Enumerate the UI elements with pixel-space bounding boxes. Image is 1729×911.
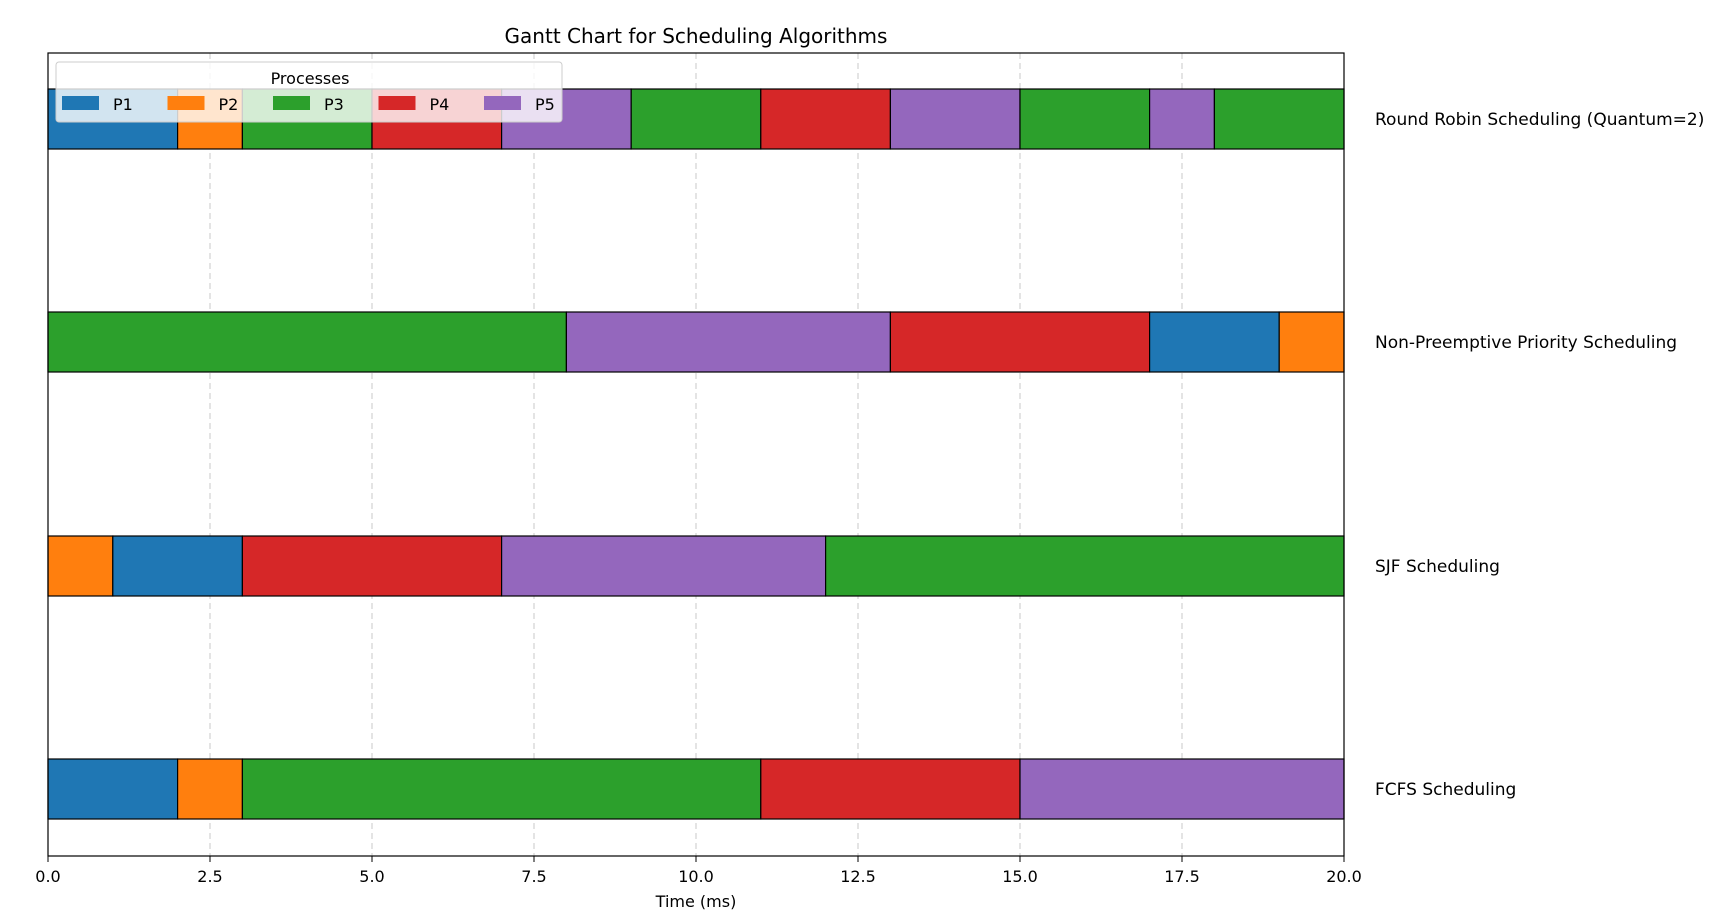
bar-segment-p3 (47, 311, 568, 373)
x-tick-label: 7.5 (521, 867, 546, 886)
bar-segment-p4 (760, 758, 1021, 820)
legend-label-p3: P3 (324, 95, 344, 114)
bar-segment-p4 (889, 311, 1151, 373)
x-tick-label: 12.5 (840, 867, 876, 886)
row-labels: Round Robin Scheduling (Quantum=2) Non-Pr… (1375, 110, 1704, 800)
x-tick-label: 0.0 (35, 867, 60, 886)
bar-segment-p4 (241, 535, 503, 597)
grid-lines (209, 53, 1183, 856)
legend: Processes P1 P2 P3 P4 P5 (55, 61, 563, 123)
x-tick-label: 2.5 (197, 867, 222, 886)
bar-segment-p5 (565, 311, 892, 373)
legend-swatch-p5 (484, 96, 521, 110)
legend-label-p2: P2 (219, 95, 239, 114)
legend-swatch-p3 (273, 96, 310, 110)
x-tick-label: 20.0 (1326, 867, 1362, 886)
bar-segment-p3 (1019, 88, 1151, 150)
bar-segment-p5 (889, 88, 1021, 150)
x-tick-label: 15.0 (1002, 867, 1038, 886)
row-label: SJF Scheduling (1375, 557, 1500, 577)
legend-swatch-p4 (378, 96, 416, 110)
bar-segment-p5 (1019, 758, 1345, 820)
legend-label-p4: P4 (430, 95, 450, 114)
bar-segment-p1 (47, 758, 179, 820)
bar-segment-p3 (1213, 88, 1345, 150)
bar-segment-p3 (241, 758, 762, 820)
legend-label-p5: P5 (535, 95, 555, 114)
bar-segment-p2 (47, 535, 114, 597)
row-label: Round Robin Scheduling (Quantum=2) (1375, 110, 1704, 130)
bar-segment-p1 (112, 535, 244, 597)
bar-segment-p5 (1148, 88, 1215, 150)
chart-title: Gantt Chart for Scheduling Algorithms (505, 24, 888, 48)
legend-items: P1 P2 P3 P4 P5 (62, 95, 555, 114)
x-axis-ticks: 0.0 2.5 5.0 7.5 10.0 12.5 15.0 17.5 20.0 (35, 856, 1362, 886)
bar-segment-p3 (824, 535, 1345, 597)
legend-swatch-p1 (62, 96, 99, 110)
x-axis-label: Time (ms) (655, 892, 737, 911)
bar-segment-p2 (177, 758, 244, 820)
bar-segment-p1 (1148, 311, 1280, 373)
legend-swatch-p2 (167, 96, 205, 110)
legend-label-p1: P1 (113, 95, 133, 114)
bar-segment-p4 (760, 88, 891, 150)
bar-segment-p5 (501, 535, 827, 597)
legend-title: Processes (271, 69, 350, 88)
x-tick-label: 17.5 (1164, 867, 1200, 886)
bar-segment-p2 (1278, 311, 1345, 373)
row-label: FCFS Scheduling (1375, 780, 1516, 800)
x-tick-label: 5.0 (359, 867, 384, 886)
x-tick-label: 10.0 (678, 867, 714, 886)
bar-segment-p3 (630, 88, 762, 150)
row-label: Non-Preemptive Priority Scheduling (1375, 333, 1677, 353)
